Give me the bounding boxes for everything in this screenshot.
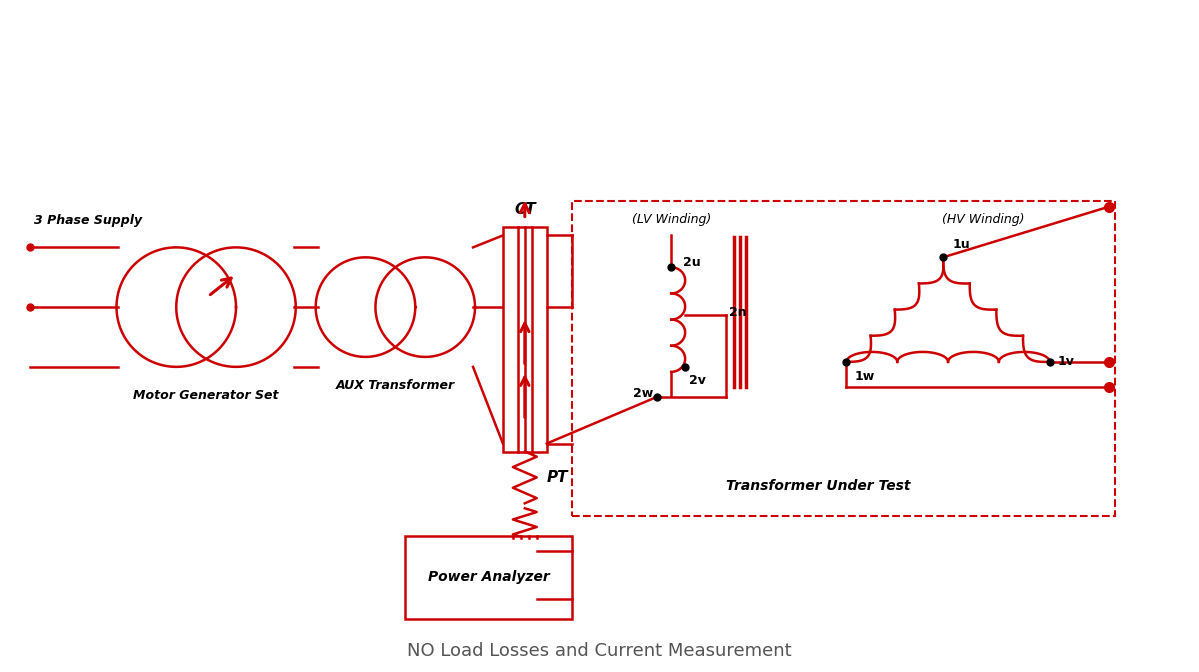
Text: 1w: 1w	[855, 370, 875, 383]
Text: 2u: 2u	[683, 256, 700, 269]
Bar	[572, 200, 1115, 516]
Text: NO Load Losses and Current Measurement: NO Load Losses and Current Measurement	[408, 642, 791, 660]
Text: AUX Transformer: AUX Transformer	[336, 379, 454, 392]
Text: Motor Generator Set: Motor Generator Set	[133, 389, 279, 402]
Text: PT: PT	[547, 470, 568, 485]
Text: (LV Winding): (LV Winding)	[632, 212, 711, 226]
Text: 2v: 2v	[689, 374, 706, 387]
Bar	[502, 227, 547, 452]
Text: CT: CT	[514, 202, 536, 218]
Text: 1v: 1v	[1058, 355, 1074, 368]
Text: 1u: 1u	[953, 239, 971, 251]
Text: (HV Winding): (HV Winding)	[941, 212, 1024, 226]
Text: 2w: 2w	[633, 387, 653, 401]
Text: Transformer Under Test: Transformer Under Test	[727, 479, 911, 493]
Text: 3 Phase Supply: 3 Phase Supply	[34, 214, 141, 227]
Bar	[405, 536, 572, 619]
Text: 2n: 2n	[729, 306, 747, 319]
Text: Power Analyzer: Power Analyzer	[428, 571, 549, 585]
